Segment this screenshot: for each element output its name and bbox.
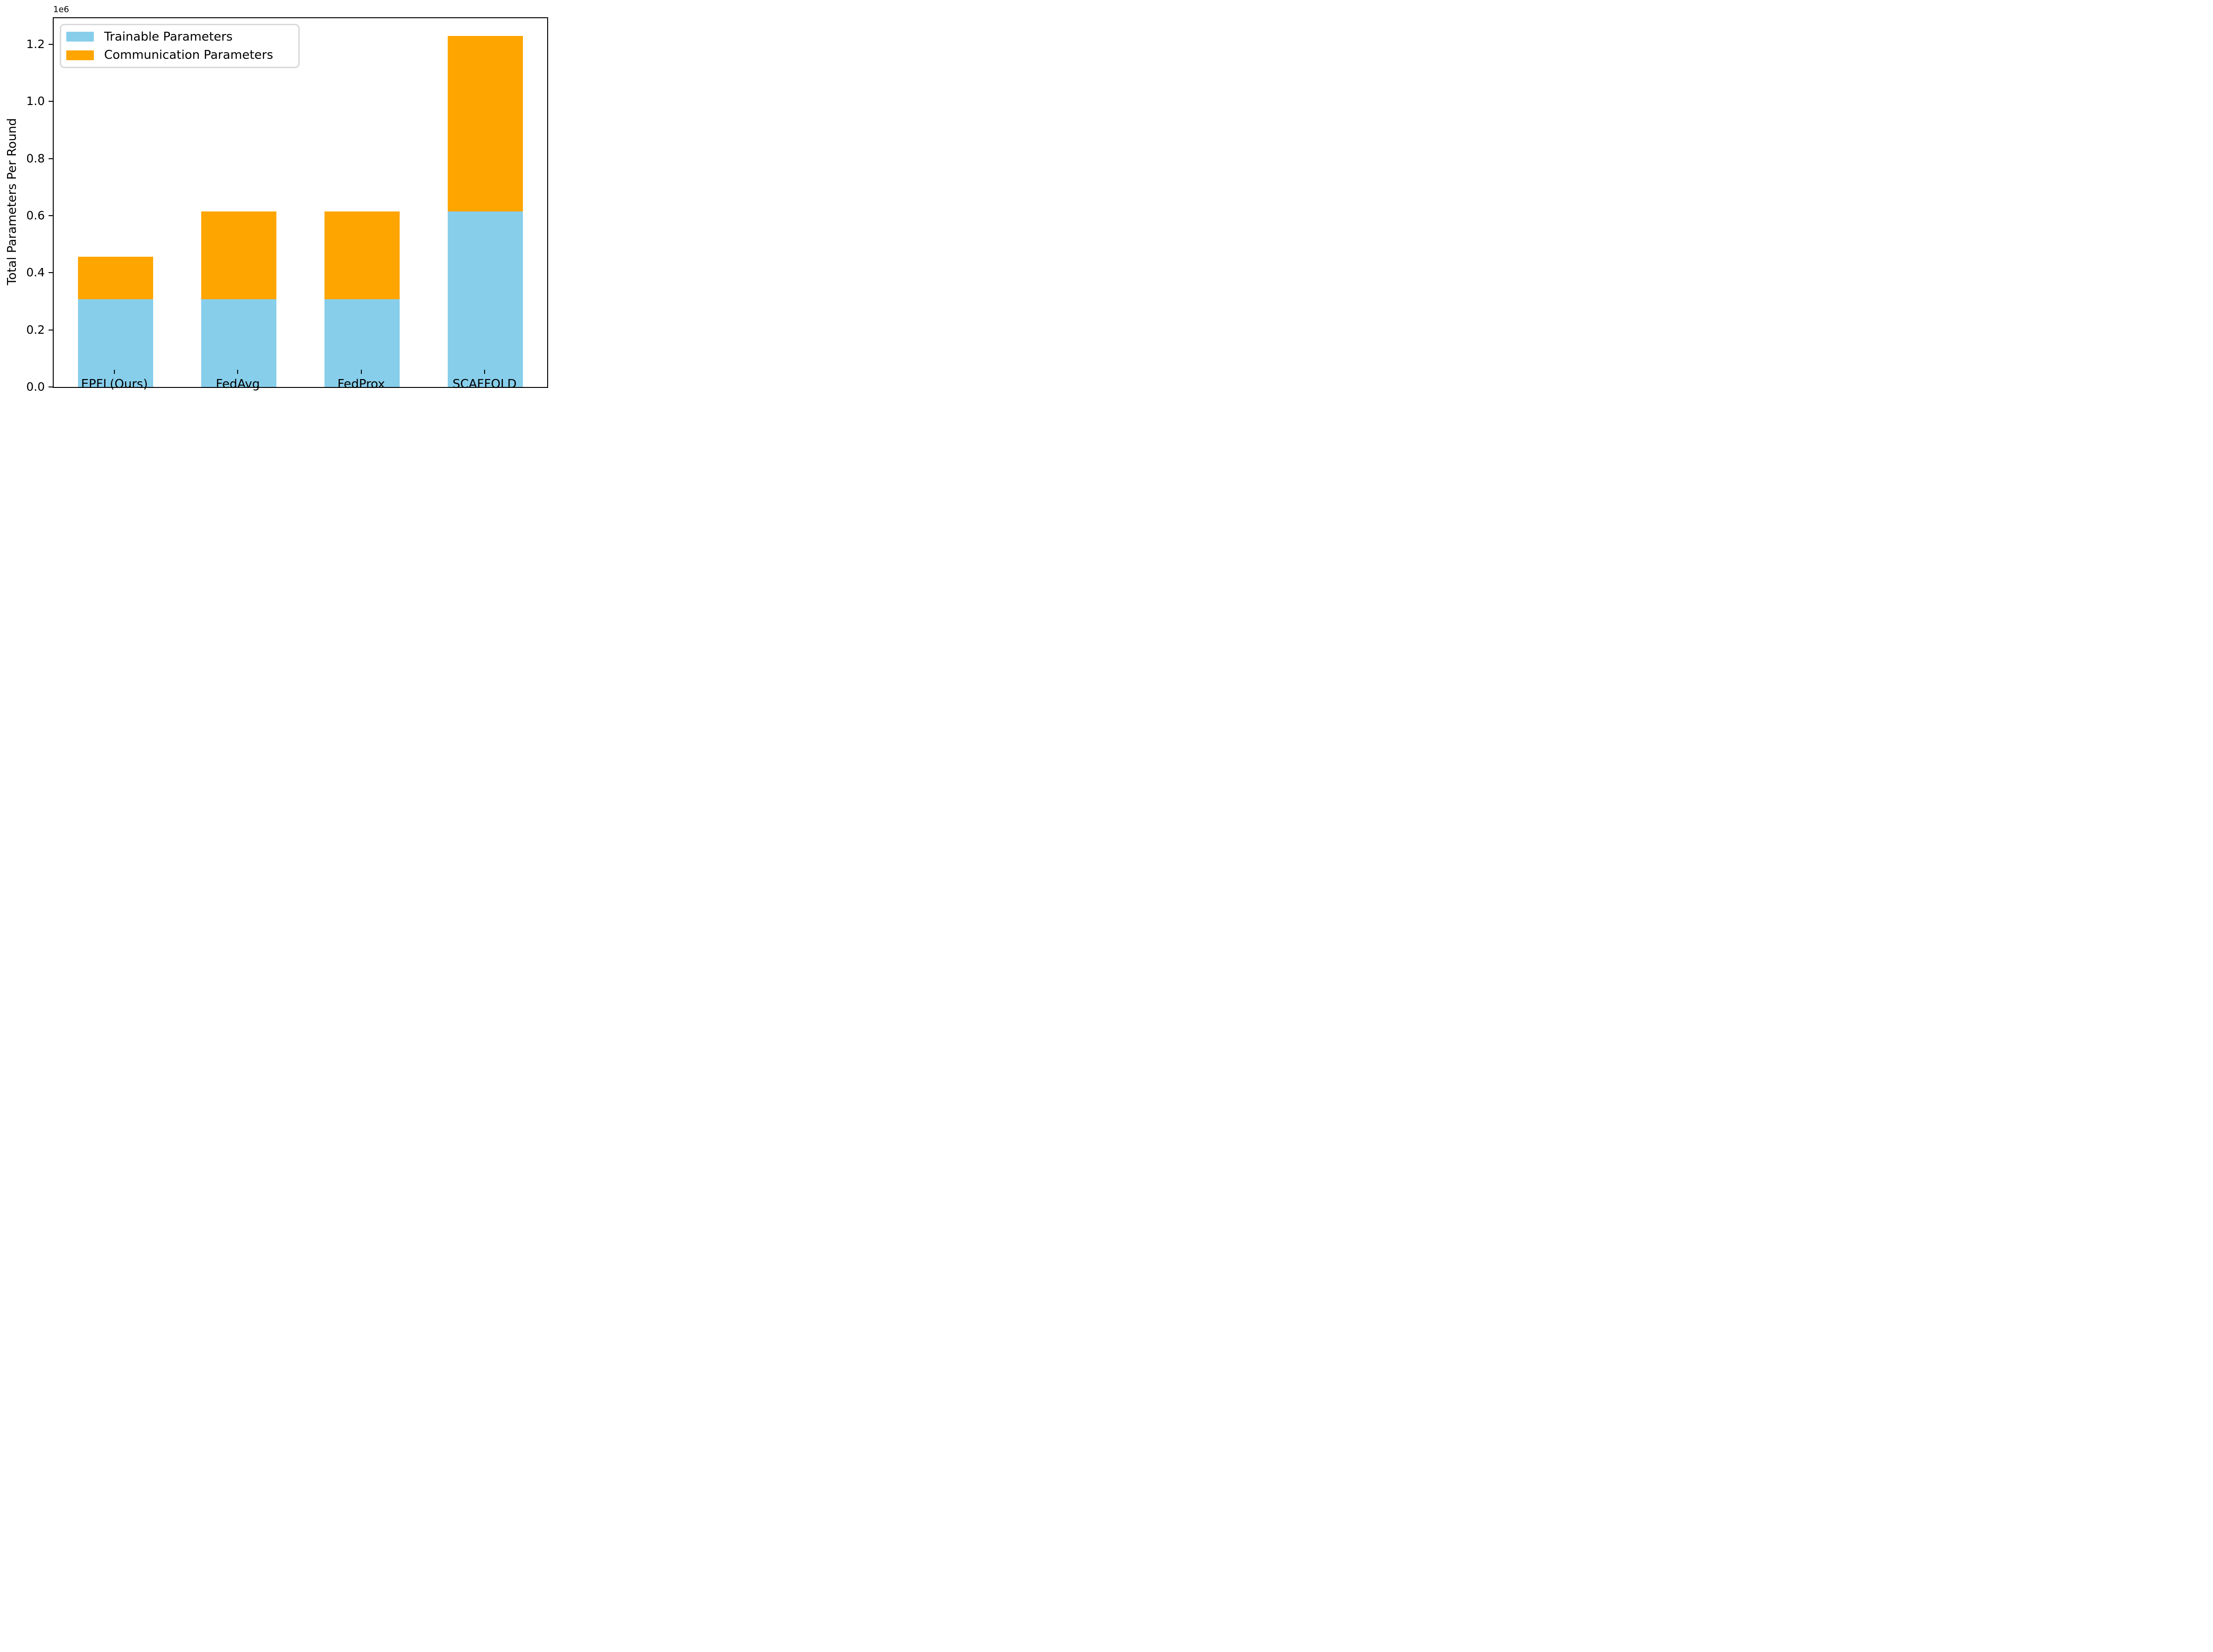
y-tick-mark — [49, 101, 53, 102]
y-tick-label: 1.2 — [26, 37, 45, 51]
plot-area: 0.0 0.2 0.4 0.6 0.8 1.0 1.2 — [26, 17, 548, 393]
y-tick-label: 0.6 — [26, 208, 45, 222]
bar-fedprox-communication-segment — [324, 211, 400, 299]
y-tick-mark — [49, 215, 53, 216]
stacked-bar-chart-figure: 1e6 Total Parameters Per Round 0.0 0.2 0.4… — [0, 0, 553, 413]
legend-label-communication: Communication Parameters — [104, 48, 274, 63]
legend-item-trainable: Trainable Parameters — [66, 30, 298, 44]
y-tick-label: 0.8 — [26, 151, 45, 165]
y-tick-mark — [49, 158, 53, 159]
bar-fedavg-communication-segment — [201, 211, 276, 299]
y-tick-label: 1.0 — [26, 94, 45, 108]
bar-fedprox-trainable-segment — [324, 299, 400, 387]
y-axis-offset-label: 1e6 — [53, 5, 69, 14]
x-tick-label-epfl-ours-: EPFL(Ours) — [81, 377, 148, 391]
legend-item-communication: Communication Parameters — [66, 48, 298, 62]
x-tick-mark — [484, 370, 485, 374]
legend: Trainable Parameters Communication Param… — [60, 24, 300, 68]
bar-scaffold-communication-segment — [448, 35, 523, 211]
bar-scaffold-trainable-segment — [448, 211, 523, 387]
y-tick-label: 0.0 — [26, 380, 45, 394]
trainable-color-swatch — [66, 32, 94, 42]
bar-epfl-ours--communication-segment — [78, 257, 153, 299]
communication-color-swatch — [66, 50, 94, 60]
x-tick-label-scaffold: SCAFFOLD — [452, 377, 517, 391]
y-tick-label: 0.2 — [26, 323, 45, 337]
bar-epfl-ours--trainable-segment — [78, 299, 153, 387]
legend-label-trainable: Trainable Parameters — [104, 29, 233, 44]
x-tick-mark — [360, 370, 362, 374]
y-tick-mark — [49, 43, 53, 45]
x-tick-label-fedavg: FedAvg — [216, 377, 260, 391]
bar-fedavg-trainable-segment — [201, 299, 276, 387]
x-tick-mark — [237, 370, 239, 374]
x-tick-label-fedprox: FedProx — [337, 377, 385, 391]
y-tick-label: 0.4 — [26, 266, 45, 280]
y-axis-title: Total Parameters Per Round — [5, 118, 19, 286]
y-tick-mark — [49, 272, 53, 274]
x-tick-mark — [114, 370, 115, 374]
